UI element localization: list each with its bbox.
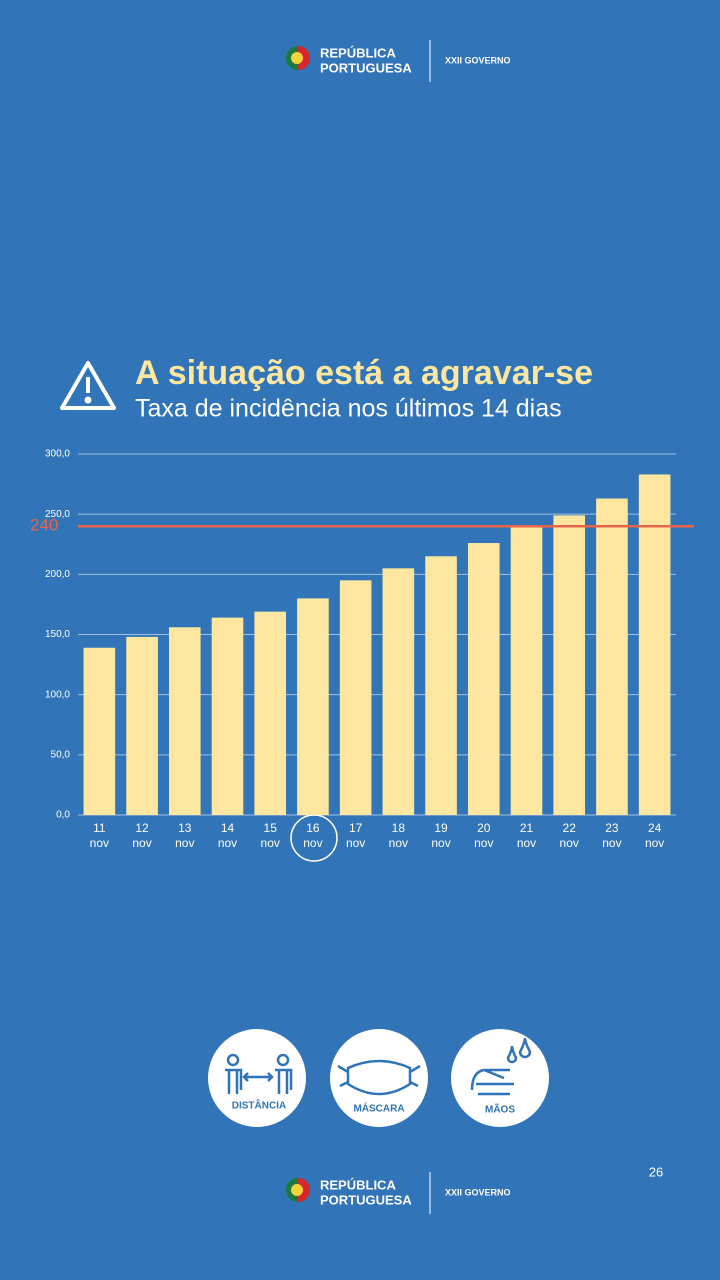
y-tick-label: 50,0 xyxy=(51,749,71,760)
reference-label: 240 xyxy=(30,516,58,535)
government: XXII GOVERNO xyxy=(445,1187,511,1197)
warning-icon xyxy=(60,361,116,410)
icon-label: DISTÂNCIA xyxy=(232,1099,286,1112)
brand: PORTUGUESA xyxy=(320,60,412,75)
y-tick-label: 100,0 xyxy=(45,689,70,700)
bar xyxy=(211,617,244,815)
x-tick-label: 15 nov xyxy=(260,821,280,850)
x-tick-label: 22 nov xyxy=(559,821,579,850)
x-tick-label: 18 nov xyxy=(388,821,409,850)
x-tick-label: 21 nov xyxy=(516,821,537,850)
x-tick-label: 20 nov xyxy=(474,821,494,850)
logo xyxy=(286,46,311,70)
bar xyxy=(168,627,201,815)
x-tick-label: 14 nov xyxy=(217,821,238,850)
x-tick-label: 17 nov xyxy=(345,821,366,850)
brand: REPÚBLICA xyxy=(320,45,396,60)
chart-title: A situação está a agravar-se xyxy=(135,354,593,392)
bar xyxy=(553,515,586,815)
bar xyxy=(510,526,543,815)
bar xyxy=(382,568,415,815)
bar xyxy=(467,543,500,815)
x-tick-label: 12 nov xyxy=(132,821,152,850)
x-tick-label: 16 nov xyxy=(303,821,323,850)
bar xyxy=(638,474,671,815)
government: XXII GOVERNO xyxy=(445,55,511,65)
page-number: 26 xyxy=(649,1164,663,1179)
bar xyxy=(126,636,158,815)
x-tick-label: 23 nov xyxy=(602,821,622,850)
icon-badges xyxy=(208,1029,549,1127)
bar xyxy=(339,580,372,815)
y-tick-label: 150,0 xyxy=(45,629,70,640)
bar xyxy=(254,611,287,815)
icon-label: MÁSCARA xyxy=(353,1102,404,1115)
brand: REPÚBLICA xyxy=(320,1177,396,1192)
x-tick-label: 11 nov xyxy=(89,821,110,850)
logo xyxy=(286,1178,311,1202)
y-tick-label: 300,0 xyxy=(45,449,70,460)
x-tick-label: 19 nov xyxy=(431,821,451,850)
bar xyxy=(425,556,457,815)
bar xyxy=(596,498,628,815)
y-tick-label: 0,0 xyxy=(56,810,70,821)
bar xyxy=(297,598,329,815)
bar xyxy=(83,647,116,815)
x-tick-label: 24 nov xyxy=(644,821,665,850)
y-tick-label: 250,0 xyxy=(45,509,70,520)
x-tick-label: 13 nov xyxy=(175,821,195,850)
chart-subtitle: Taxa de incidência nos últimos 14 dias xyxy=(135,395,562,423)
icon-label: MÃOS xyxy=(485,1103,515,1116)
y-tick-label: 200,0 xyxy=(45,569,70,580)
brand: PORTUGUESA xyxy=(320,1192,412,1207)
